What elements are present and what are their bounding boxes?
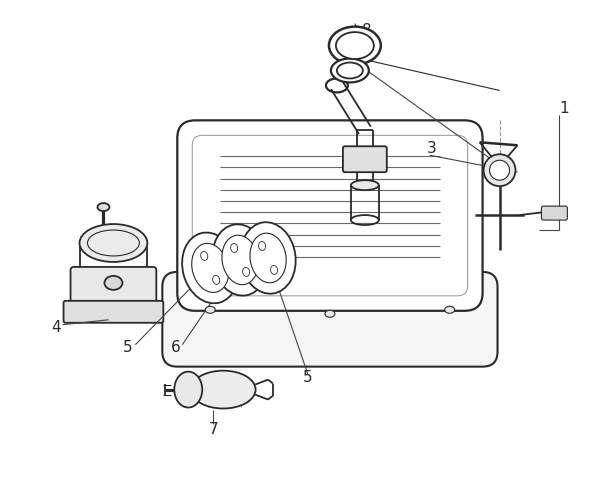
FancyBboxPatch shape <box>177 120 482 311</box>
Ellipse shape <box>200 252 208 260</box>
Text: 8: 8 <box>362 23 371 38</box>
Ellipse shape <box>490 160 509 180</box>
Ellipse shape <box>174 371 202 408</box>
Ellipse shape <box>250 233 286 283</box>
Text: 1: 1 <box>560 101 569 116</box>
Ellipse shape <box>104 276 122 290</box>
Ellipse shape <box>241 222 296 294</box>
Text: 3: 3 <box>427 141 437 156</box>
Ellipse shape <box>212 275 220 284</box>
Ellipse shape <box>259 242 266 251</box>
FancyBboxPatch shape <box>64 301 163 323</box>
Ellipse shape <box>329 27 381 65</box>
FancyBboxPatch shape <box>163 272 497 367</box>
Ellipse shape <box>97 203 109 211</box>
Text: 4: 4 <box>51 320 61 335</box>
Ellipse shape <box>484 154 515 186</box>
Text: 5: 5 <box>122 340 132 355</box>
Ellipse shape <box>80 224 148 262</box>
Ellipse shape <box>212 224 268 296</box>
Ellipse shape <box>271 266 278 274</box>
FancyBboxPatch shape <box>71 267 157 313</box>
Ellipse shape <box>336 32 374 59</box>
Text: 5: 5 <box>303 370 313 385</box>
Ellipse shape <box>191 370 256 409</box>
Text: 6: 6 <box>170 340 180 355</box>
Ellipse shape <box>182 232 238 303</box>
Ellipse shape <box>191 243 229 292</box>
FancyBboxPatch shape <box>343 146 387 172</box>
Ellipse shape <box>337 62 363 78</box>
Ellipse shape <box>331 58 369 83</box>
Text: 7: 7 <box>208 422 218 437</box>
Ellipse shape <box>325 310 335 317</box>
Ellipse shape <box>242 268 250 276</box>
Ellipse shape <box>205 306 215 313</box>
Ellipse shape <box>222 235 259 284</box>
Ellipse shape <box>351 180 379 190</box>
Ellipse shape <box>230 243 238 253</box>
Text: 2: 2 <box>352 48 362 63</box>
FancyBboxPatch shape <box>541 206 568 220</box>
Ellipse shape <box>445 306 455 313</box>
